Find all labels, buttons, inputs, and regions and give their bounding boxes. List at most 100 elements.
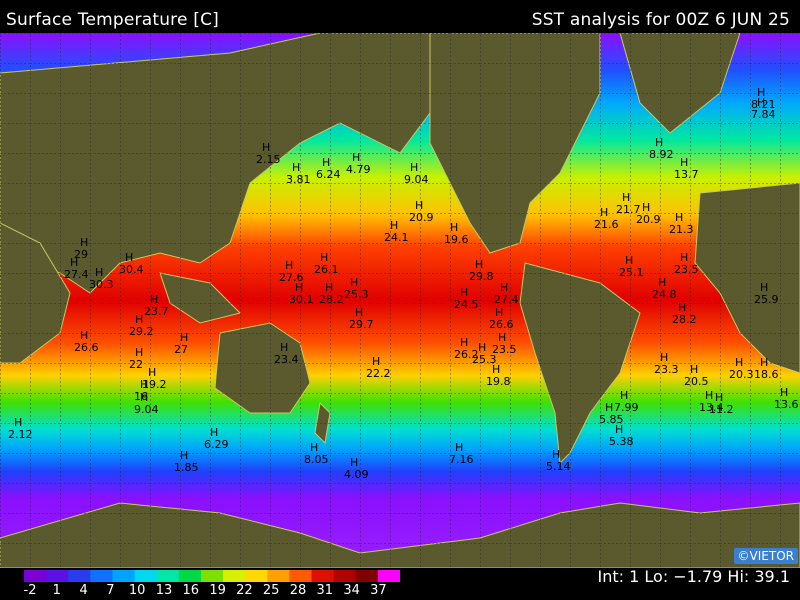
temperature-value-label: 16 xyxy=(134,390,148,403)
temperature-value-label: 19.2 xyxy=(142,378,167,391)
high-marker: H xyxy=(492,363,500,376)
stats-readout: Int: 1 Lo: −1.79 Hi: 39.1 xyxy=(597,567,790,586)
temperature-value-label: 9.04 xyxy=(134,403,159,416)
high-marker: H xyxy=(180,331,188,344)
high-marker: H xyxy=(135,346,143,359)
colorbar-swatch xyxy=(134,570,158,582)
colorbar-tick-label: 16 xyxy=(182,583,200,598)
high-marker: H xyxy=(460,336,468,349)
colorbar-swatch xyxy=(355,570,379,582)
high-marker: H xyxy=(600,206,608,219)
temperature-value-label: 21.3 xyxy=(669,223,694,236)
high-marker: H xyxy=(680,156,688,169)
high-marker: H xyxy=(285,259,293,272)
high-marker: H xyxy=(372,355,380,368)
colorbar-swatch xyxy=(223,570,246,582)
high-marker: H xyxy=(350,456,358,469)
temperature-value-label: 18.6 xyxy=(754,368,779,381)
high-marker: H xyxy=(757,96,765,109)
colorbar-tick-label: 4 xyxy=(79,583,88,598)
temperature-value-label: 29.8 xyxy=(469,270,494,283)
high-marker: H xyxy=(605,401,613,414)
high-marker: H xyxy=(350,276,358,289)
temperature-value-label: 24.1 xyxy=(384,231,409,244)
temperature-value-label: 8.21 xyxy=(751,98,776,111)
temperature-value-label: 20.3 xyxy=(729,368,754,381)
high-marker: H xyxy=(325,281,333,294)
temperature-colorbar xyxy=(24,570,400,582)
temperature-value-label: 28.2 xyxy=(319,293,344,306)
high-marker: H xyxy=(642,201,650,214)
high-marker: H xyxy=(760,281,768,294)
high-marker: H xyxy=(690,363,698,376)
temperature-value-label: 25.3 xyxy=(344,288,369,301)
high-marker: H xyxy=(735,356,743,369)
high-marker: H xyxy=(180,449,188,462)
colorbar-swatch xyxy=(178,570,202,582)
temperature-value-label: 30.1 xyxy=(289,293,314,306)
high-marker: H xyxy=(150,293,158,306)
temperature-value-label: 28.2 xyxy=(672,313,697,326)
high-marker: H xyxy=(322,156,330,169)
temperature-value-label: 26.6 xyxy=(489,318,514,331)
temperature-value-label: 13.6 xyxy=(774,398,799,411)
high-marker: H xyxy=(140,391,148,404)
credit-badge: ©VIETOR xyxy=(733,548,798,564)
temperature-value-label: 13.4 xyxy=(699,401,724,414)
colorbar-swatch xyxy=(377,570,400,582)
colorbar-tick-label: 7 xyxy=(106,583,115,598)
high-marker: H xyxy=(295,281,303,294)
high-marker: H xyxy=(498,331,506,344)
colorbar-tick-label: 19 xyxy=(209,583,226,598)
high-marker: H xyxy=(135,313,143,326)
high-marker: H xyxy=(415,199,423,212)
high-marker: H xyxy=(80,236,88,249)
temperature-value-label: 26.6 xyxy=(74,341,99,354)
colorbar-swatch xyxy=(156,570,180,582)
temperature-value-label: 29 xyxy=(74,248,88,261)
temperature-value-label: 25.3 xyxy=(472,353,497,366)
high-marker: H xyxy=(262,141,270,154)
temperature-value-label: 27 xyxy=(174,343,188,356)
temperature-value-label: 30.3 xyxy=(89,278,114,291)
colorbar-tick-label: 1 xyxy=(52,583,61,598)
high-marker: H xyxy=(310,441,318,454)
temperature-value-label: 6.29 xyxy=(204,438,229,451)
colorbar-tick-label: 25 xyxy=(262,583,280,598)
temperature-value-label: 8.92 xyxy=(649,148,674,161)
colorbar-tick-label: 10 xyxy=(128,583,146,598)
temperature-value-label: 23.4 xyxy=(274,353,299,366)
colorbar-tick-label: 34 xyxy=(343,583,360,598)
temperature-value-label: 19.8 xyxy=(486,375,511,388)
analysis-time-label: SST analysis for 00Z 6 JUN 25 xyxy=(531,10,790,30)
temperature-value-label: 5.14 xyxy=(546,460,571,473)
map-graticule xyxy=(0,33,800,568)
temperature-value-label: 6.24 xyxy=(316,168,341,181)
temperature-value-label: 25.9 xyxy=(754,293,779,306)
high-marker: H xyxy=(210,426,218,439)
colorbar-tick-label: 22 xyxy=(236,583,253,598)
high-marker: H xyxy=(495,306,503,319)
temperature-value-label: 7.16 xyxy=(449,453,474,466)
temperature-value-label: 23.5 xyxy=(674,263,699,276)
high-marker: H xyxy=(355,306,363,319)
high-marker: H xyxy=(352,151,360,164)
high-marker: H xyxy=(780,386,788,399)
high-marker: H xyxy=(390,219,398,232)
temperature-value-label: 20.9 xyxy=(636,213,661,226)
high-marker: H xyxy=(80,329,88,342)
temperature-value-label: 23.7 xyxy=(144,305,169,318)
temperature-value-label: 21.7 xyxy=(616,203,641,216)
high-marker: H xyxy=(552,448,560,461)
map-title: Surface Temperature [C] xyxy=(6,10,219,30)
colorbar-swatch xyxy=(90,570,113,582)
high-marker: H xyxy=(292,161,300,174)
high-marker: H xyxy=(320,251,328,264)
temperature-value-label: 25.1 xyxy=(619,266,644,279)
temperature-value-label: 7.84 xyxy=(751,108,776,121)
temperature-value-label: 5.38 xyxy=(609,435,634,448)
colorbar-tick-label: 28 xyxy=(289,583,307,598)
